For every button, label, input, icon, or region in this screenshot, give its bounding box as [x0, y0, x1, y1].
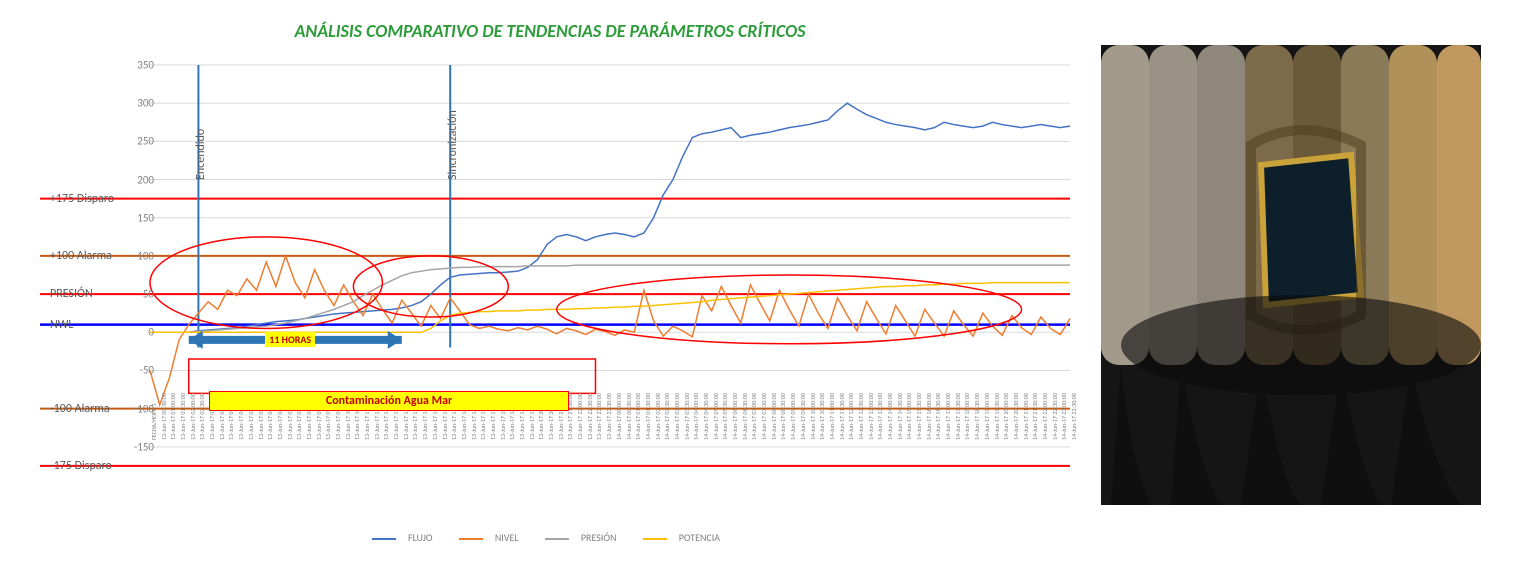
damage-photo-svg — [1101, 45, 1481, 505]
legend: FLUJO NIVEL PRESIÓN POTENCIA — [20, 531, 1080, 544]
chart-title: ANÁLISIS COMPARATIVO DE TENDENCIAS DE PA… — [20, 20, 1080, 42]
damage-photo — [1101, 45, 1481, 505]
hours-annotation: 11 HORAS — [265, 332, 315, 347]
chart-panel: ANÁLISIS COMPARATIVO DE TENDENCIAS DE PA… — [20, 20, 1080, 540]
legend-item-presion: PRESIÓN — [545, 531, 625, 544]
contamination-annotation: Contaminación Agua Mar — [209, 391, 570, 411]
page-root: ANÁLISIS COMPARATIVO DE TENDENCIAS DE PA… — [0, 0, 1521, 561]
legend-item-potencia: POTENCIA — [643, 531, 728, 544]
legend-item-flujo: FLUJO — [372, 531, 441, 544]
legend-item-nivel: NIVEL — [459, 531, 527, 544]
